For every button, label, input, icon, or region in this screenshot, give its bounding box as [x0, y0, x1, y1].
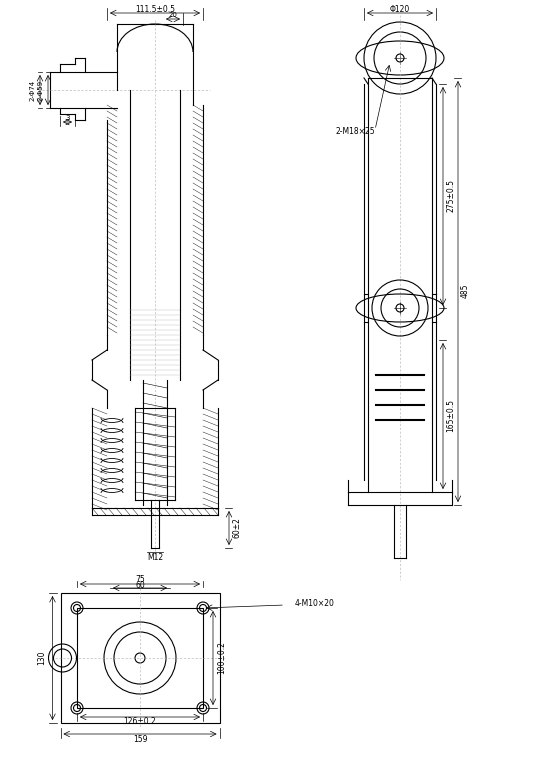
Text: 75: 75: [135, 575, 145, 584]
Text: 111.5±0.5: 111.5±0.5: [135, 5, 175, 14]
Bar: [61, 593, 220, 723]
Text: 20: 20: [168, 12, 177, 18]
Text: 275±0.5: 275±0.5: [446, 179, 455, 212]
Text: 2-M18×25: 2-M18×25: [335, 128, 375, 137]
Text: 60: 60: [135, 581, 145, 590]
Text: Φ120: Φ120: [390, 5, 410, 14]
Text: 100±0.2: 100±0.2: [217, 641, 226, 674]
Text: 485: 485: [461, 284, 470, 298]
Text: 130: 130: [37, 651, 47, 665]
Text: 126±0.2: 126±0.2: [123, 717, 156, 727]
Text: 4-M10×20: 4-M10×20: [295, 598, 335, 608]
Text: 3: 3: [65, 115, 70, 121]
Text: 2-Φ59: 2-Φ59: [38, 79, 44, 101]
Text: 159: 159: [133, 735, 147, 744]
Text: M12: M12: [147, 554, 163, 562]
Text: 2-Φ74: 2-Φ74: [30, 79, 36, 101]
Bar: [77, 608, 203, 708]
Text: 165±0.5: 165±0.5: [446, 400, 455, 432]
Text: 60±2: 60±2: [232, 518, 241, 538]
